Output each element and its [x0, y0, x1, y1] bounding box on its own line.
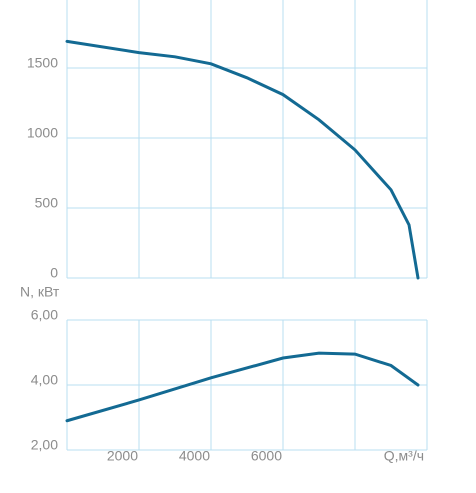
- y-tick-label: 6,00: [31, 307, 58, 323]
- y-axis-label: N, кВт: [20, 284, 60, 300]
- x-tick-label: 6000: [251, 448, 282, 464]
- y-tick-label: 500: [35, 195, 59, 211]
- x-tick-label: 4000: [179, 448, 210, 464]
- curve: [65, 39, 420, 280]
- x-axis-label: Q,м³/ч: [384, 448, 424, 464]
- x-tick-label: 2000: [107, 448, 138, 464]
- y-tick-label: 4,00: [31, 372, 58, 388]
- y-tick-label: 1000: [27, 125, 58, 141]
- y-tick-label: 1500: [27, 55, 58, 71]
- y-tick-label: 2,00: [31, 437, 58, 453]
- y-tick-label: 0: [50, 265, 58, 281]
- curve: [65, 351, 420, 423]
- y-tick-label: 2000: [27, 0, 58, 1]
